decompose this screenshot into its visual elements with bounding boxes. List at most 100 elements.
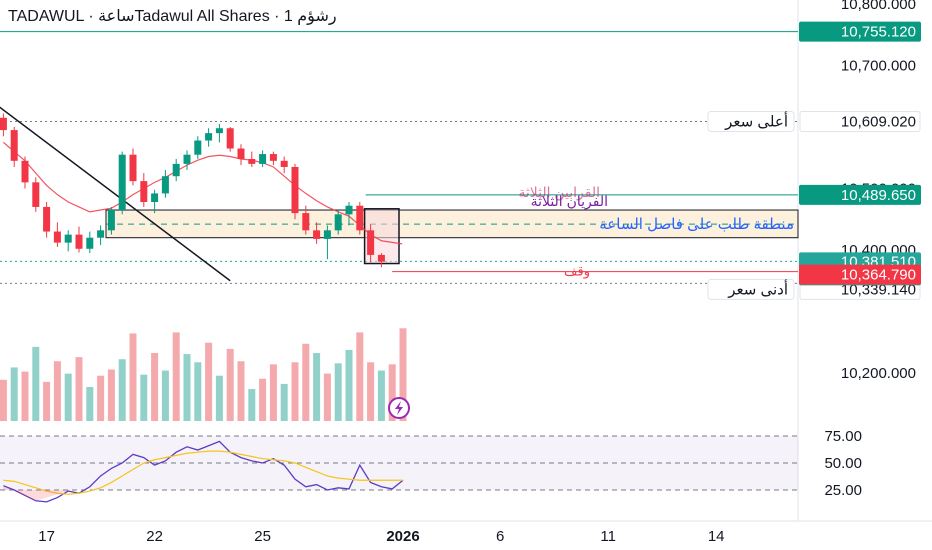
volume-bar: [226, 348, 234, 421]
candle-body: [194, 140, 202, 155]
candle-body: [86, 237, 94, 249]
volume-bar: [86, 387, 94, 421]
low-chip-label: أدنى سعر: [727, 279, 788, 298]
lightning-icon: [395, 401, 403, 415]
high-chip-bg: [707, 110, 795, 132]
candle-body: [356, 205, 364, 231]
time-tick-label: 25: [254, 528, 271, 545]
high-chip-value: 10,609.020: [841, 113, 916, 130]
price-tag-bg: [799, 21, 921, 42]
volume-bar: [269, 364, 277, 421]
symbol-name: Tadawul All Shares: [134, 8, 270, 25]
volume-bar: [43, 381, 51, 421]
volume-bar: [129, 333, 137, 421]
volume-bar: [302, 343, 310, 421]
volume-bar: [97, 375, 105, 421]
volume-bar: [399, 328, 407, 421]
annotation-purple: الفريان الثلاثة: [531, 193, 608, 210]
header-sep: ·: [88, 8, 94, 25]
candle-body: [64, 234, 72, 243]
volume-bar: [32, 346, 40, 421]
candle-body: [291, 166, 299, 214]
candle-body: [21, 160, 29, 183]
time-tick-label: 17: [38, 528, 55, 545]
volume-bar: [291, 362, 299, 421]
volume-bar: [194, 362, 202, 421]
stop-label: وقف: [564, 264, 590, 280]
time-tick-label: 14: [708, 528, 725, 545]
volume-bar: [172, 332, 180, 421]
price-tag-text: 10,755.120: [841, 24, 916, 41]
candle-body: [345, 205, 353, 215]
candle-body: [0, 117, 7, 131]
rsi-tick-label: 25.00: [824, 482, 862, 499]
volume-bar: [215, 375, 223, 421]
price-tick-label: 10,200.000: [841, 365, 916, 382]
low-chip-value: 10,339.140: [841, 281, 916, 298]
candle-body: [107, 210, 115, 231]
volume-bar: [334, 363, 342, 421]
volume-bar: [313, 353, 321, 421]
candle-body: [237, 148, 245, 159]
candle-body: [10, 130, 18, 161]
candle-body: [75, 234, 83, 249]
candle-body: [172, 163, 180, 177]
candle-body: [334, 214, 342, 231]
candle-body: [215, 128, 223, 134]
price-tag-text: 10,364.790: [841, 267, 916, 284]
price-tag-text: 10,489.650: [841, 187, 916, 204]
volume-bar: [356, 332, 364, 421]
high-chip-label: أعلى سعر: [724, 111, 788, 130]
volume-bar: [248, 389, 256, 421]
candle-body: [151, 193, 159, 203]
candle-body: [205, 133, 213, 141]
candle-body: [32, 182, 40, 207]
candle-body: [140, 181, 148, 203]
volume-bar: [21, 371, 29, 421]
candle-body: [269, 154, 277, 161]
header-sep-2: ·: [274, 8, 280, 25]
time-tick-label: 11: [600, 528, 616, 545]
high-chip-value-bg: [799, 110, 921, 132]
volume-bar: [323, 373, 331, 421]
publisher-label: رشؤم 1: [283, 8, 337, 25]
candle-body: [129, 154, 137, 182]
time-tick-label: 2026: [386, 528, 419, 545]
low-chip-bg: [707, 278, 795, 300]
volume-bar: [118, 359, 126, 421]
volume-bar: [388, 364, 396, 421]
volume-bar: [75, 357, 83, 421]
candle-body: [97, 230, 105, 238]
volume-bar: [0, 379, 7, 421]
candle-body: [377, 254, 385, 262]
volume-bar: [259, 378, 267, 421]
rsi-tick-label: 50.00: [824, 455, 862, 472]
rsi-oversold-fill: [3, 485, 69, 501]
annotation-pink: القرابين الثلاثة: [518, 184, 600, 201]
rsi-line: [3, 440, 404, 503]
exchange-label: TADAWUL: [8, 8, 84, 25]
volume-bar: [53, 361, 61, 421]
candle-body: [280, 160, 288, 167]
demand-zone-label: منطقة طلب على فاصل الساعة: [599, 216, 794, 233]
volume-bar: [345, 349, 353, 421]
volume-bar: [205, 342, 213, 421]
sma-line: [3, 141, 403, 245]
rsi-signal-line: [3, 450, 403, 495]
candle-body: [53, 231, 61, 243]
price-tick-label: 10,700.000: [841, 58, 916, 75]
price-tick-label: 10,800.000: [841, 0, 916, 13]
volume-bar: [183, 354, 191, 421]
volume-bar: [280, 383, 288, 421]
candle-body: [118, 154, 126, 211]
price-tag-bg: [799, 264, 921, 285]
candle-body: [248, 158, 256, 164]
volume-bar: [64, 373, 72, 421]
candle-body: [226, 128, 234, 149]
interval-label: ساعة: [98, 8, 135, 25]
candle-body: [43, 206, 51, 232]
volume-bar: [10, 367, 18, 421]
candle-body: [302, 213, 310, 231]
volume-bar: [367, 362, 375, 421]
